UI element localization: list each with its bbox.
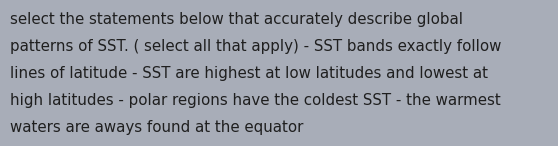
Text: lines of latitude - SST are highest at low latitudes and lowest at: lines of latitude - SST are highest at l… [10,66,488,81]
Text: high latitudes - polar regions have the coldest SST - the warmest: high latitudes - polar regions have the … [10,93,501,108]
Text: waters are aways found at the equator: waters are aways found at the equator [10,120,304,135]
Text: patterns of SST. ( select all that apply) - SST bands exactly follow: patterns of SST. ( select all that apply… [10,39,502,54]
Text: select the statements below that accurately describe global: select the statements below that accurat… [10,12,463,27]
